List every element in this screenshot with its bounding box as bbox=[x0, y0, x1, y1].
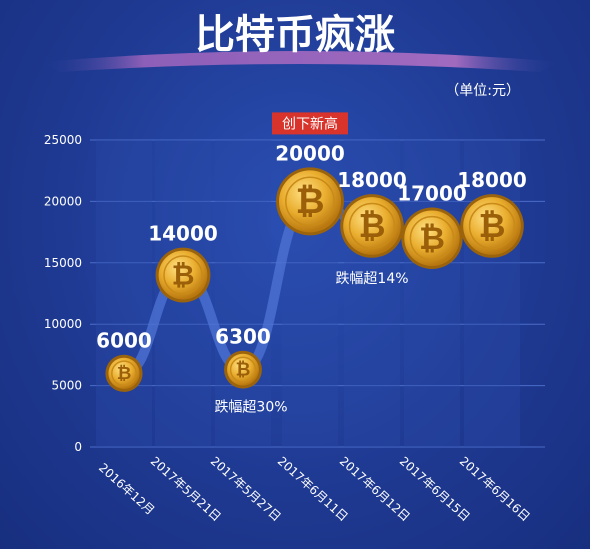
grid-column bbox=[215, 140, 271, 447]
grid-column bbox=[344, 140, 400, 447]
bitcoin-coin-point: ₿ bbox=[340, 194, 404, 258]
grid-column bbox=[464, 140, 520, 447]
data-points: ₿ ₿ ₿ ₿ ₿ ₿ ₿ bbox=[105, 167, 524, 392]
chart-title: 比特币疯涨 bbox=[195, 12, 395, 58]
bitcoin-coin-point: ₿ bbox=[460, 194, 524, 258]
data-label: 6300 bbox=[215, 325, 271, 349]
unit-label: （单位:元） bbox=[445, 83, 520, 99]
grid-column bbox=[404, 140, 460, 447]
bitcoin-icon: ₿ bbox=[359, 206, 386, 245]
coin-inner-ring bbox=[348, 202, 396, 250]
badge-bg bbox=[272, 112, 348, 135]
drop-annotation: 跌幅超30% bbox=[214, 400, 287, 416]
coin-inner-ring bbox=[285, 176, 335, 227]
new-high-badge: 创下新高 bbox=[272, 112, 348, 135]
y-tick-label: 20000 bbox=[44, 194, 82, 208]
coin-inner-ring bbox=[468, 202, 516, 250]
bitcoin-icon: ₿ bbox=[172, 258, 195, 291]
bitcoin-icon: ₿ bbox=[479, 206, 506, 245]
data-label: 20000 bbox=[275, 141, 345, 165]
y-tick-label: 25000 bbox=[44, 133, 82, 147]
coin-face bbox=[404, 210, 460, 266]
coin-face bbox=[463, 197, 521, 255]
bitcoin-icon: ₿ bbox=[419, 219, 445, 257]
data-label: 17000 bbox=[397, 182, 467, 206]
data-label: 14000 bbox=[148, 222, 218, 246]
title-banner-swoosh bbox=[40, 51, 560, 72]
bitcoin-icon: ₿ bbox=[117, 363, 132, 384]
badge-text: 创下新高 bbox=[282, 115, 338, 132]
coin-inner-ring bbox=[163, 255, 203, 295]
data-label: 6000 bbox=[96, 329, 152, 353]
coin-face bbox=[108, 357, 140, 389]
y-tick-label: 0 bbox=[74, 440, 82, 454]
coin-face bbox=[279, 170, 341, 233]
bitcoin-coin-point: ₿ bbox=[224, 350, 262, 389]
bitcoin-coin-point: ₿ bbox=[401, 207, 463, 269]
y-axis-ticks: 0 5000 10000 15000 20000 25000 bbox=[44, 133, 82, 454]
x-tick-label: 2016年12月 bbox=[96, 460, 157, 517]
data-label: 18000 bbox=[457, 168, 527, 192]
coin-inner-ring bbox=[111, 360, 137, 387]
coin-face bbox=[227, 353, 259, 386]
bitcoin-coin-point: ₿ bbox=[155, 247, 211, 303]
y-tick-label: 5000 bbox=[51, 379, 82, 393]
bitcoin-icon: ₿ bbox=[295, 181, 324, 222]
drop-annotation: 跌幅超14% bbox=[335, 271, 408, 287]
bitcoin-icon: ₿ bbox=[236, 360, 251, 381]
coin-inner-ring bbox=[229, 356, 257, 383]
bitcoin-coin-point: ₿ bbox=[276, 167, 344, 236]
bitcoin-coin-point: ₿ bbox=[105, 354, 143, 392]
coin-inner-ring bbox=[409, 215, 455, 261]
y-tick-label: 15000 bbox=[44, 256, 82, 270]
x-axis-ticks: 2016年12月2017年5月21日2017年5月27日2017年6月11日20… bbox=[96, 454, 533, 524]
grid-column bbox=[96, 140, 152, 447]
coin-face bbox=[158, 250, 208, 300]
data-label: 18000 bbox=[337, 168, 407, 192]
coin-face bbox=[343, 197, 401, 255]
y-tick-label: 10000 bbox=[44, 317, 82, 331]
